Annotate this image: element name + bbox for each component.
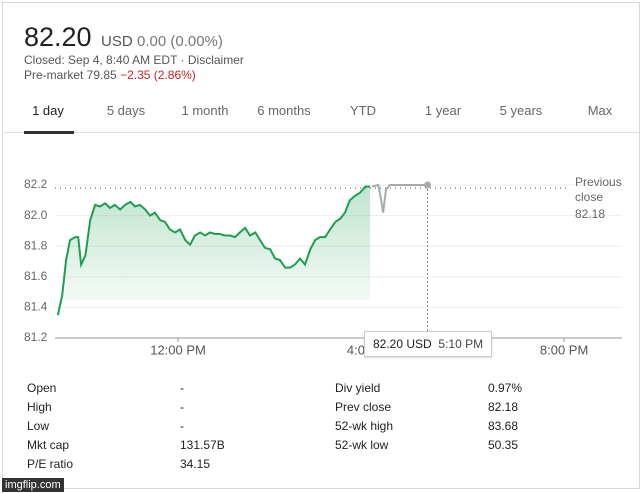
y-tick-label: 82.2 [24, 177, 48, 191]
tooltip-time: 5:10 PM [438, 337, 484, 351]
stat-label: P/E ratio [27, 457, 74, 471]
line [371, 183, 428, 213]
stat-value: 82.18 [488, 400, 519, 414]
tab[interactable]: YTD [350, 103, 376, 118]
tooltip-currency: USD [406, 337, 432, 351]
y-tick-label: 81.4 [24, 300, 48, 314]
stat-value: - [180, 400, 184, 414]
tab-underline [24, 131, 74, 134]
stat-label: 52-wk high [335, 419, 394, 433]
previous-close-label: Previous close [575, 175, 622, 204]
stat-value: 131.57B [180, 438, 225, 452]
stat-label: Prev close [335, 400, 392, 414]
stat-value: 50.35 [488, 438, 519, 452]
y-tick-label: 82.0 [24, 208, 48, 222]
tab[interactable]: 5 years [499, 103, 543, 118]
y-tick-label: 81.8 [24, 238, 48, 252]
stat-value: 83.68 [488, 419, 519, 433]
stat-value: 0.97% [488, 381, 523, 395]
watermark: imgflip.com [2, 478, 64, 492]
x-tick-label: 8:00 PM [540, 342, 588, 357]
premarket-change: −2.35 (2.86%) [120, 68, 196, 82]
tab-divider [3, 132, 640, 133]
tab[interactable]: 6 months [257, 103, 311, 118]
stat-label: Low [27, 419, 50, 433]
change: 0.00 (0.00%) [137, 33, 223, 50]
cursor-dot [424, 181, 432, 189]
tooltip: 82.20 USD 5:10 PM [364, 331, 493, 357]
tab[interactable]: 1 year [424, 103, 462, 118]
line [56, 185, 371, 316]
status: Closed: Sep 4, 8:40 AM EDT · Disclaimer [24, 53, 244, 67]
premarket-label: Pre-market 79.85 [24, 68, 117, 82]
stat-value: 34.15 [180, 457, 211, 471]
y-tick-label: 81.2 [24, 330, 48, 344]
stat-label: 52-wk low [335, 438, 389, 452]
stat-label: Mkt cap [27, 438, 70, 452]
previous-close-value: 82.18 [575, 207, 606, 221]
stock-card [2, 2, 640, 489]
tab[interactable]: Max [587, 103, 613, 118]
stat-value: - [180, 419, 184, 433]
stat-value: - [180, 381, 184, 395]
currency: USD [101, 33, 133, 50]
tab[interactable]: 1 day [32, 103, 64, 118]
tab[interactable]: 1 month [181, 103, 229, 118]
stat-label: High [27, 400, 52, 414]
premarket: Pre-market 79.85 −2.35 (2.86%) [24, 68, 196, 82]
x-tick-label: 12:00 PM [150, 342, 206, 357]
chart: 81.281.481.681.882.082.212:00 PM4:00 PM8… [24, 177, 622, 357]
area [57, 186, 371, 316]
stat-label: Div yield [335, 381, 381, 395]
tooltip-price: 82.20 [373, 337, 404, 351]
price: 82.20 [24, 22, 92, 52]
stat-label: Open [27, 381, 57, 395]
y-tick-label: 81.6 [24, 269, 48, 283]
tab[interactable]: 5 days [106, 103, 146, 118]
